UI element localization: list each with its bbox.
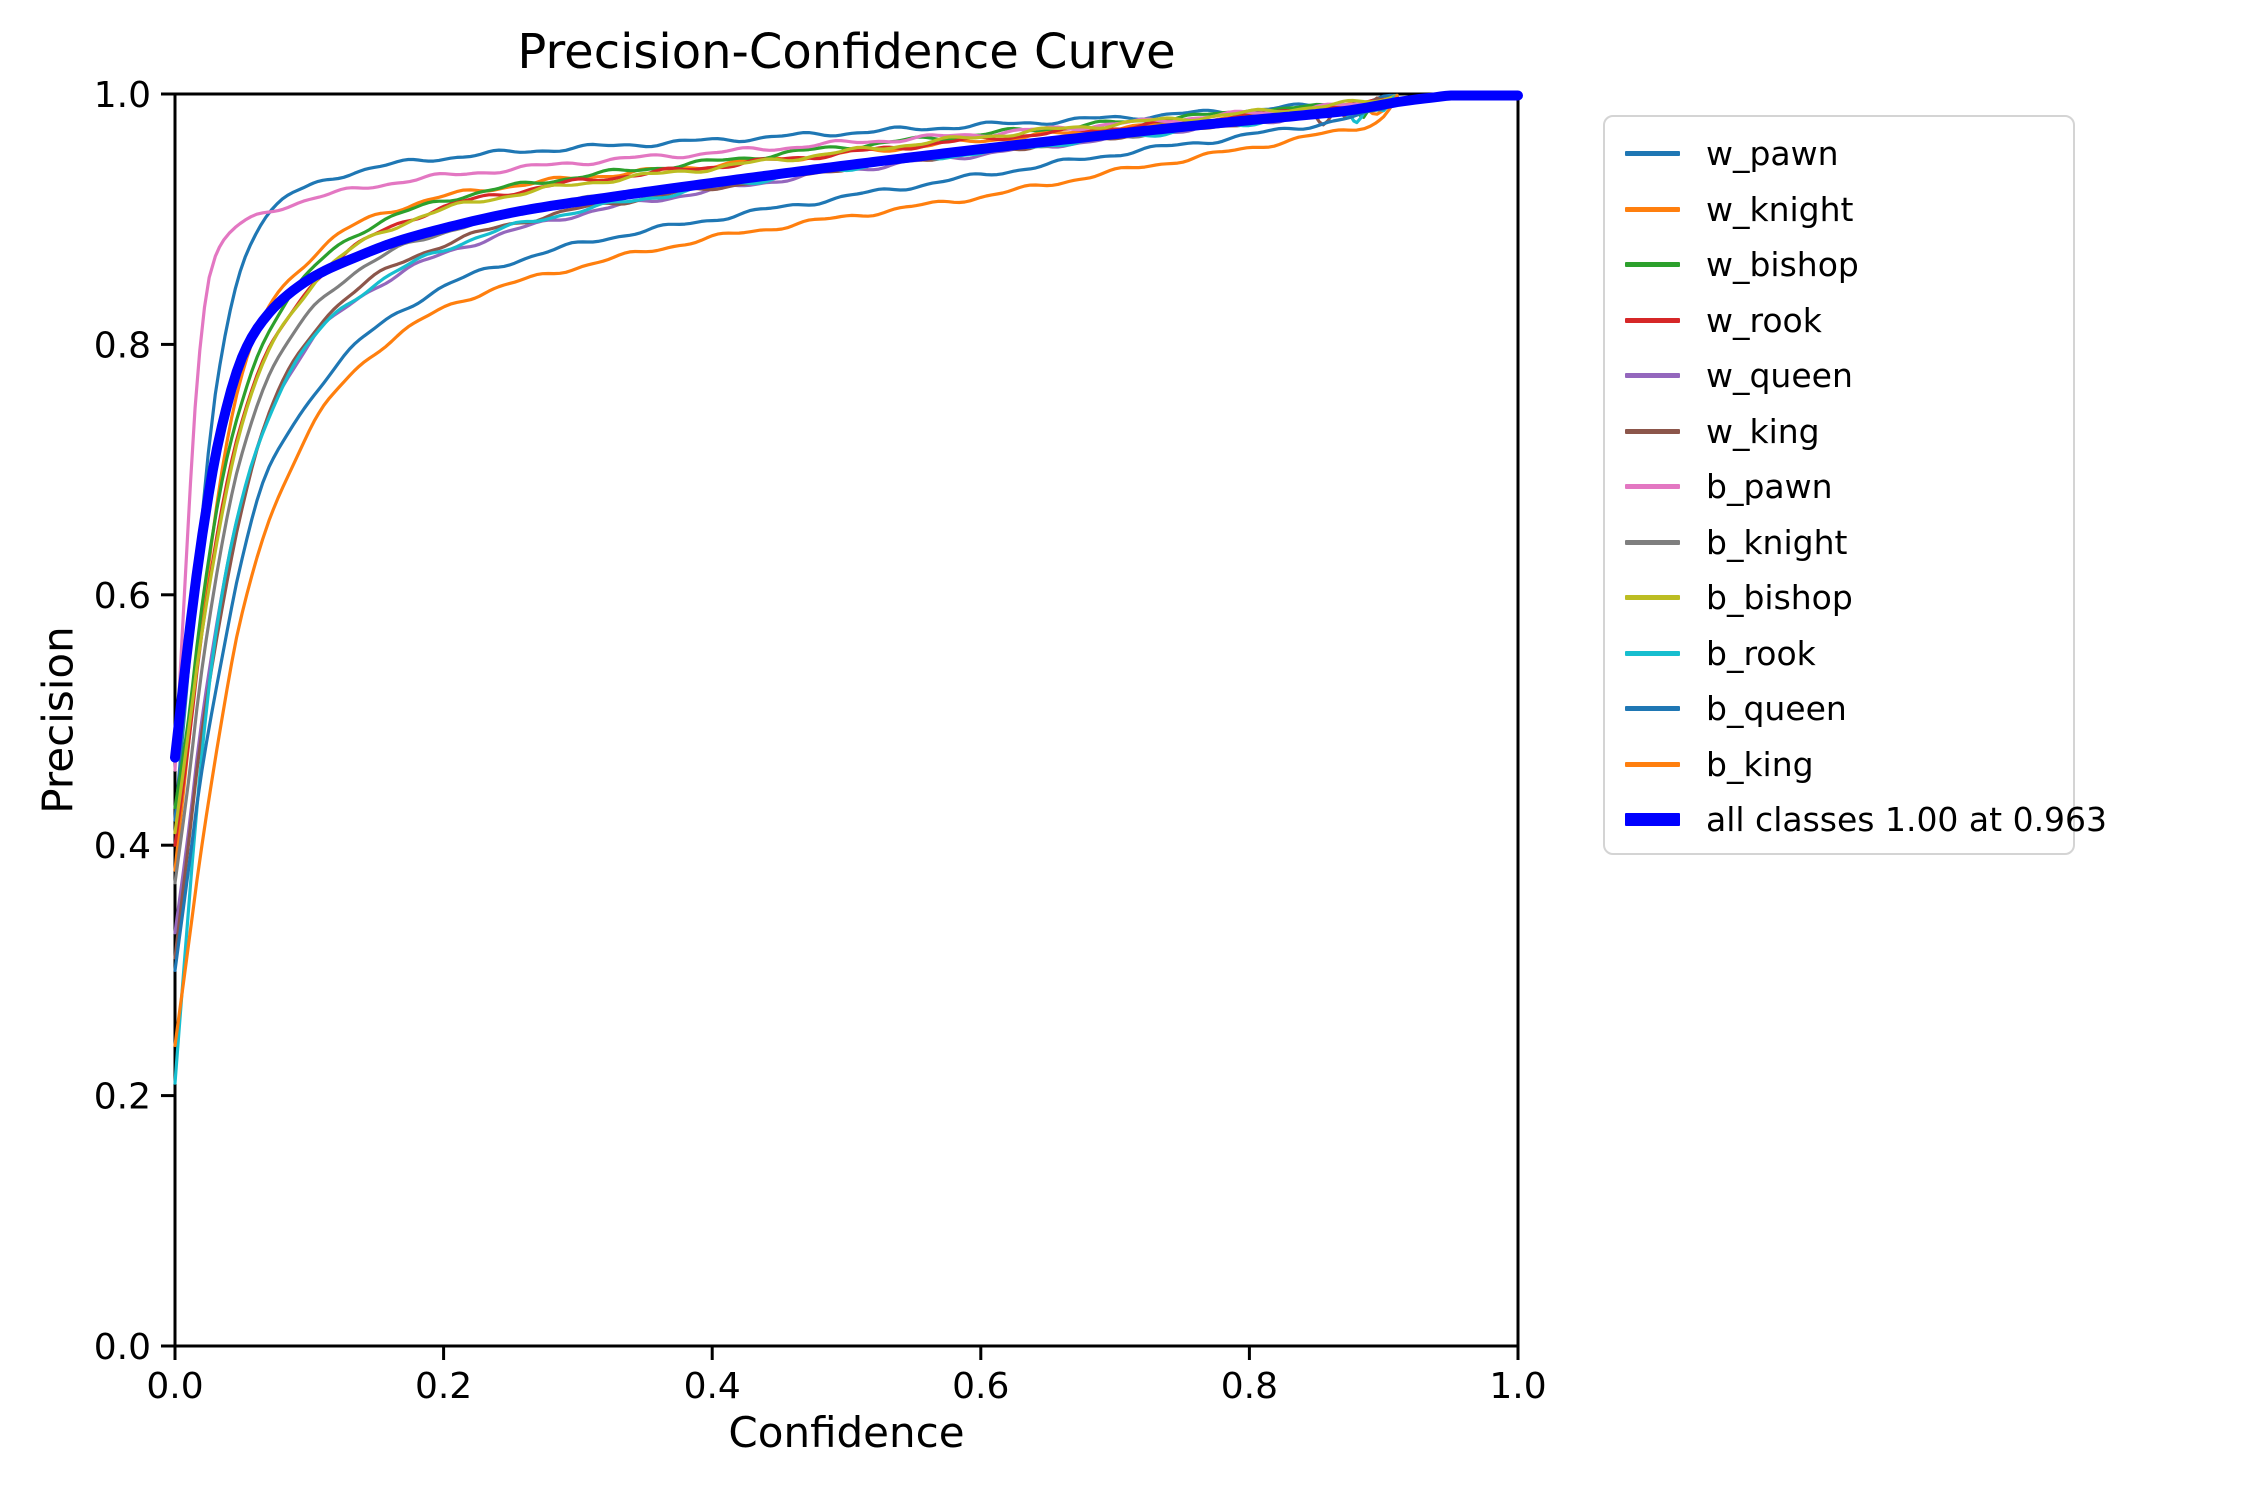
legend-line-swatch bbox=[1625, 706, 1680, 712]
curve-b_king bbox=[173, 93, 1399, 1048]
legend-item: w_queen bbox=[1625, 348, 2073, 404]
x-tick-label: 0.4 bbox=[684, 1366, 741, 1407]
x-axis-label: Confidence bbox=[728, 1408, 965, 1457]
curve-b_pawn bbox=[173, 94, 1399, 772]
legend-label: w_rook bbox=[1706, 300, 1822, 340]
legend-label: w_pawn bbox=[1706, 134, 1839, 174]
legend-line-swatch bbox=[1625, 151, 1680, 157]
legend-item: w_king bbox=[1625, 404, 2073, 460]
curve-b_bishop bbox=[173, 93, 1399, 835]
y-tick-label: 0.4 bbox=[94, 826, 151, 867]
legend-item: w_rook bbox=[1625, 293, 2073, 349]
legend-label: b_rook bbox=[1706, 633, 1816, 673]
legend-label: w_bishop bbox=[1706, 245, 1859, 285]
legend-item: w_pawn bbox=[1625, 126, 2073, 182]
curve-b_knight bbox=[173, 93, 1399, 885]
legend-line-swatch bbox=[1625, 813, 1680, 827]
legend-line-swatch bbox=[1625, 761, 1680, 767]
legend-label: b_king bbox=[1706, 744, 1814, 784]
legend-line-swatch bbox=[1625, 539, 1680, 545]
legend-line-swatch bbox=[1625, 373, 1680, 379]
legend-item: all classes 1.00 at 0.963 bbox=[1625, 792, 2107, 848]
legend-label: w_queen bbox=[1706, 356, 1853, 396]
axes-spines bbox=[173, 92, 1520, 1348]
y-tick-label: 0.6 bbox=[94, 576, 151, 617]
legend: w_pawn w_knight w_bishop w_rook w_queen w_kin… bbox=[1603, 115, 2107, 855]
x-tick-label: 0.6 bbox=[952, 1366, 1009, 1407]
legend-line-swatch bbox=[1625, 262, 1680, 268]
legend-item: b_knight bbox=[1625, 515, 2073, 571]
curve-w_bishop bbox=[173, 93, 1399, 810]
x-tick-label: 1.0 bbox=[1489, 1366, 1546, 1407]
legend-line-swatch bbox=[1625, 206, 1680, 212]
y-tick-label: 0.2 bbox=[94, 1077, 151, 1118]
chart-title: Precision-Confidence Curve bbox=[517, 24, 1176, 80]
legend-line-swatch bbox=[1625, 317, 1680, 323]
y-axis-label: Precision bbox=[33, 626, 83, 814]
legend-item: b_bishop bbox=[1625, 570, 2073, 626]
y-tick-label: 0.8 bbox=[94, 325, 151, 366]
legend-label: w_king bbox=[1706, 411, 1820, 451]
legend-item: w_bishop bbox=[1625, 237, 2073, 293]
legend-line-swatch bbox=[1625, 428, 1680, 434]
legend-item: w_knight bbox=[1625, 182, 2073, 238]
curve-w_knight bbox=[173, 93, 1399, 872]
y-tick-label: 0.0 bbox=[94, 1327, 151, 1368]
legend-label: b_pawn bbox=[1706, 467, 1833, 507]
x-tick-label: 0.2 bbox=[415, 1366, 472, 1407]
curve-w_pawn bbox=[173, 93, 1399, 822]
legend-item: b_queen bbox=[1625, 681, 2073, 737]
curve-w_king bbox=[173, 93, 1399, 960]
legend-item: b_rook bbox=[1625, 626, 2073, 682]
curve-all-classes-1-00-at-0-963 bbox=[170, 90, 1523, 763]
legend-line-swatch bbox=[1625, 650, 1680, 656]
legend-line-swatch bbox=[1625, 595, 1680, 601]
legend-label: all classes 1.00 at 0.963 bbox=[1706, 800, 2108, 840]
legend-label: b_bishop bbox=[1706, 578, 1853, 618]
legend-label: b_knight bbox=[1706, 522, 1848, 562]
legend-item: b_king bbox=[1625, 737, 2073, 793]
curve-b_queen bbox=[173, 94, 1399, 972]
legend-label: w_knight bbox=[1706, 189, 1854, 229]
legend-label: b_queen bbox=[1706, 689, 1847, 729]
x-tick-label: 0.8 bbox=[1221, 1366, 1278, 1407]
legend-item: b_pawn bbox=[1625, 459, 2073, 515]
y-tick-label: 1.0 bbox=[94, 75, 151, 116]
legend-line-swatch bbox=[1625, 484, 1680, 490]
x-tick-label: 0.0 bbox=[146, 1366, 203, 1407]
curve-w_rook bbox=[173, 94, 1399, 847]
